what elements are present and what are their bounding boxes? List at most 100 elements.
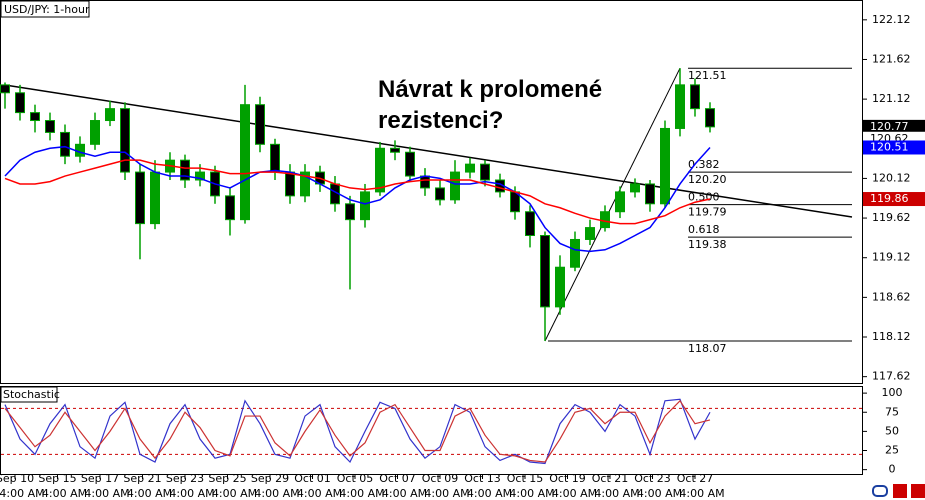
x-date-label: Sep 10	[0, 472, 34, 485]
x-date-label: Oct 09	[422, 472, 459, 485]
candle-body	[180, 159, 190, 181]
x-time-label: 4:00 AM	[42, 487, 87, 500]
x-time-label: 4:00 AM	[594, 487, 639, 500]
annotation: Návrat k prolomené	[378, 76, 602, 103]
candle-body	[105, 108, 115, 122]
x-date-label: Oct 15	[507, 472, 544, 485]
moving-average	[4, 145, 711, 253]
price-tag	[863, 192, 925, 207]
candle-body	[540, 235, 550, 308]
candle-body	[660, 127, 670, 205]
x-time-label: 4:00 AM	[637, 487, 682, 500]
x-time-label: 4:00 AM	[254, 487, 299, 500]
x-time-label: 4:00 AM	[467, 487, 512, 500]
candle-body	[255, 104, 265, 145]
fib-price-label: 118.07	[688, 342, 727, 355]
candle-body	[435, 187, 445, 201]
candle-body	[465, 163, 475, 173]
stochastic-line	[4, 399, 711, 463]
candle-body	[405, 151, 415, 177]
y-tick-label: 75	[885, 405, 899, 418]
x-date-label: Oct 19	[549, 472, 586, 485]
candle-body	[480, 163, 490, 181]
fib-price-label: 120.20	[688, 173, 727, 186]
x-date-label: Oct 21	[592, 472, 629, 485]
y-tick-label: 118.62	[872, 290, 911, 303]
candle-body	[270, 143, 280, 173]
icon	[911, 484, 925, 498]
x-date-label: Sep 17	[81, 472, 119, 485]
candle-body	[675, 84, 685, 129]
x-date-label: Oct 13	[464, 472, 501, 485]
x-time-label: 4:00 AM	[127, 487, 172, 500]
candle-body	[420, 175, 430, 189]
panel-title: Stochastic	[3, 388, 60, 401]
y-tick-label: 120.12	[872, 171, 911, 184]
candle-body	[555, 266, 565, 308]
candle-body	[570, 238, 580, 268]
y-tick-label: 121.12	[872, 92, 911, 105]
candle-body	[390, 147, 400, 153]
y-tick-label: 121.62	[872, 52, 911, 65]
fib-ratio-label: 0.500	[688, 191, 720, 204]
fib-ratio-label: 0.382	[688, 158, 720, 171]
x-date-label: Sep 25	[208, 472, 246, 485]
y-tick-label: 100	[882, 386, 903, 399]
price-tag-label: 119.86	[870, 192, 909, 205]
x-time-label: 4:00 AM	[84, 487, 129, 500]
icons	[872, 484, 925, 498]
x-time-label: 4:00 AM	[679, 487, 724, 500]
candle-body	[360, 191, 370, 221]
stochastic-line	[4, 398, 711, 465]
x-time-label: 4:00 AM	[0, 487, 45, 500]
candle-body	[225, 195, 235, 221]
candle-body	[600, 211, 610, 229]
x-time-label: 4:00 AM	[382, 487, 427, 500]
price-tag-label: 120.77	[870, 120, 909, 133]
y-tick-label: 118.12	[872, 330, 911, 343]
candle-body	[120, 108, 130, 173]
x-date-label: Sep 23	[166, 472, 204, 485]
candle-body	[645, 183, 655, 205]
candle-body	[195, 171, 205, 181]
candle-body	[45, 120, 55, 133]
x-time-label: 4:00 AM	[509, 487, 554, 500]
y-tick-label: 50	[885, 424, 899, 437]
x-time-label: 4:00 AM	[424, 487, 469, 500]
fib-price-label: 121.51	[688, 69, 727, 82]
y-tick-label: 117.62	[872, 370, 911, 383]
fib-swing	[544, 67, 681, 342]
candle-body	[345, 203, 355, 221]
candle-body	[630, 183, 640, 193]
x-time-label: 4:00 AM	[297, 487, 342, 500]
icon	[893, 484, 907, 498]
candle-body	[15, 92, 25, 114]
price-tag	[863, 140, 925, 155]
x-time-label: 4:00 AM	[212, 487, 257, 500]
candle-body	[30, 112, 40, 122]
y-tick-label: 0	[889, 463, 896, 476]
candle-body	[0, 84, 10, 94]
candle-body	[300, 171, 310, 197]
price-tag	[863, 119, 925, 134]
candle-body	[240, 104, 250, 221]
x-date-label: Oct 23	[634, 472, 671, 485]
x-date-label: Oct 05	[337, 472, 374, 485]
candle-body	[150, 171, 160, 225]
candle-body	[450, 171, 460, 201]
x-date-label: Sep 29	[251, 472, 289, 485]
stochastic-panel	[0, 386, 863, 475]
title-box	[0, 0, 90, 18]
fib-price-label: 119.38	[688, 238, 727, 251]
x-time-label: 4:00 AM	[169, 487, 214, 500]
chart-title: USD/JPY: 1-hour	[4, 3, 90, 16]
candle-body	[75, 143, 85, 157]
trendline	[4, 84, 853, 218]
icon	[872, 485, 888, 497]
fib-price-label: 119.79	[688, 206, 727, 219]
y-tick-label: 119.12	[872, 251, 911, 264]
x-date-label: Oct 01	[294, 472, 331, 485]
x-date-label: Oct 07	[379, 472, 416, 485]
title-box	[0, 386, 58, 403]
